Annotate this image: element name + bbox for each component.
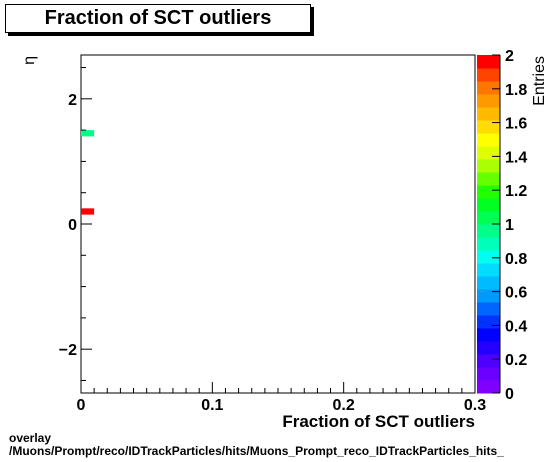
z-axis-label: Entries [531, 56, 546, 106]
y-tick-label: 0 [68, 217, 77, 234]
palette-swatch [477, 120, 500, 134]
palette-swatch [477, 380, 500, 394]
x-tick-label: 0.2 [333, 397, 355, 414]
plot-frame [80, 54, 476, 394]
plot-frame-rect [80, 54, 476, 394]
palette-swatch [477, 146, 500, 160]
heatmap-cell [81, 208, 95, 215]
palette-swatch [477, 94, 500, 108]
x-tick-label: 0 [77, 397, 86, 414]
palette-tick-label: 0.4 [505, 318, 527, 335]
x-tick-label: 0.3 [464, 397, 486, 414]
palette-swatch [477, 237, 500, 251]
palette-tick-label: 1 [505, 217, 514, 234]
footer-line-1: overlay [9, 431, 52, 445]
palette-swatch [477, 198, 500, 212]
y-tick-label: −2 [59, 342, 77, 359]
palette-swatch [477, 367, 500, 381]
palette-tick-label: 1.6 [505, 116, 527, 133]
palette-swatch [477, 341, 500, 355]
palette-swatch [477, 250, 500, 264]
palette-swatch [477, 276, 500, 290]
palette-tick-label: 1.4 [505, 149, 527, 166]
palette-swatch [477, 224, 500, 238]
palette-swatch [477, 159, 500, 173]
axes: 0 0.1 0.2 0.3 −2 0 2 [59, 67, 486, 414]
palette-swatch [477, 289, 500, 303]
palette-swatch [477, 263, 500, 277]
palette-swatch [477, 68, 500, 82]
palette-swatch [477, 302, 500, 316]
palette-swatch [477, 315, 500, 329]
x-tick-label: 0.1 [201, 397, 223, 414]
color-palette: 0 0.2 0.4 0.6 0.8 1 1.2 1.4 1.6 1.8 2 [477, 48, 527, 403]
x-axis-label: Fraction of SCT outliers [282, 412, 475, 431]
y-tick-label: 2 [68, 92, 77, 109]
palette-tick-label: 0.8 [505, 251, 527, 268]
chart-title: Fraction of SCT outliers [5, 4, 311, 33]
palette-tick-label: 1.8 [505, 82, 527, 99]
palette-swatch [477, 133, 500, 147]
palette-swatch [477, 81, 500, 95]
palette-tick-label: 0.6 [505, 285, 527, 302]
heatmap-cells [81, 130, 95, 215]
palette-swatch [477, 172, 500, 186]
palette-swatch [477, 211, 500, 225]
footer-line-2: /Muons/Prompt/reco/IDTrackParticles/hits… [9, 444, 504, 458]
palette-swatch [477, 185, 500, 199]
palette-tick-label: 0 [505, 386, 514, 403]
palette-tick-label: 1.2 [505, 183, 527, 200]
heatmap-cell [81, 130, 95, 137]
palette-swatch [477, 354, 500, 368]
palette-swatch [477, 328, 500, 342]
y-axis-label: η [21, 56, 38, 65]
palette-swatch [477, 55, 500, 69]
palette-swatch [477, 107, 500, 121]
palette-tick-label: 2 [505, 48, 514, 65]
palette-tick-label: 0.2 [505, 352, 527, 369]
